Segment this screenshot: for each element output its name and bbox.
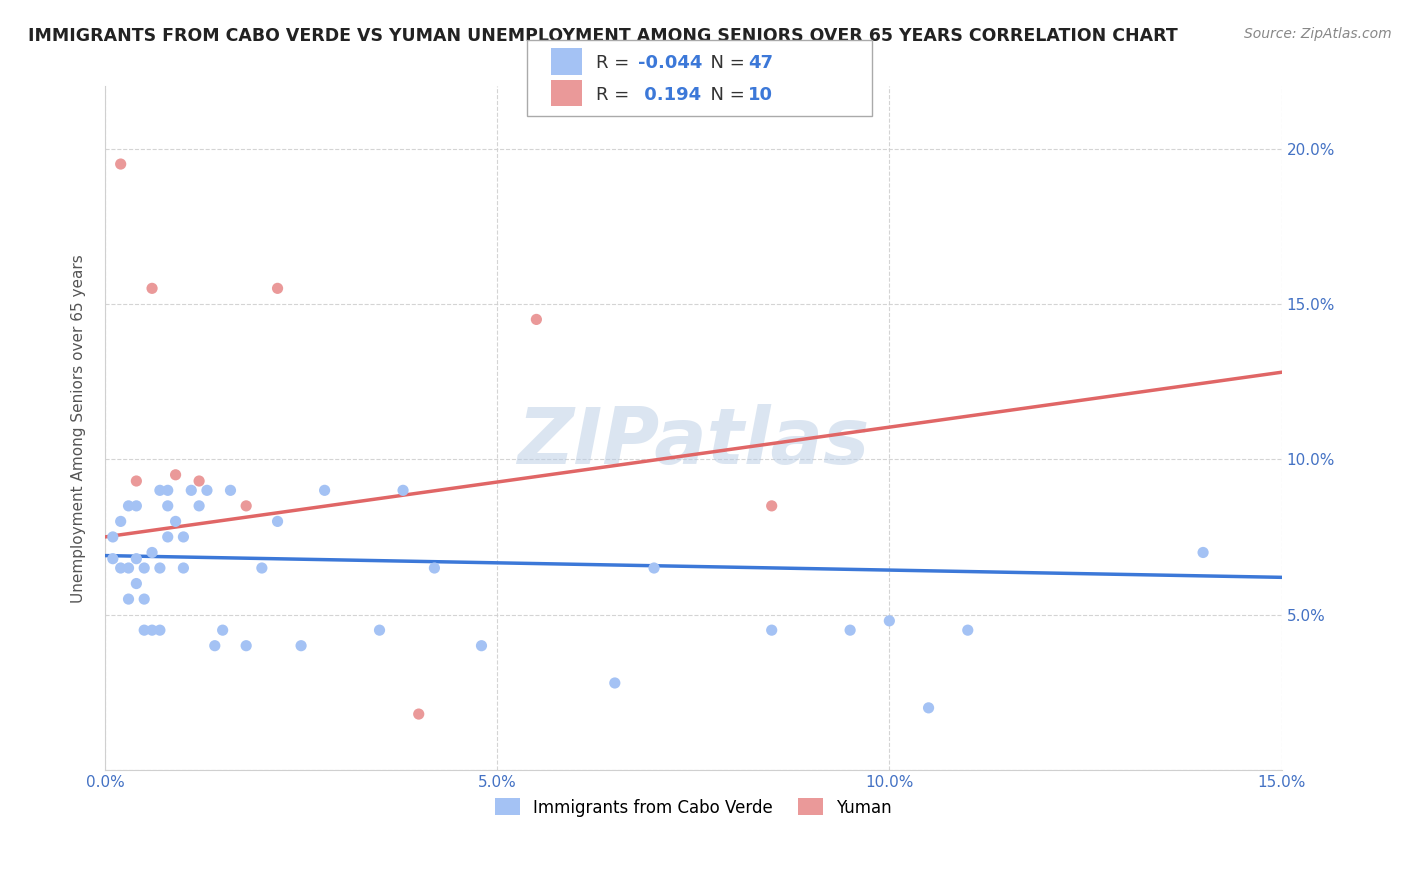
Legend: Immigrants from Cabo Verde, Yuman: Immigrants from Cabo Verde, Yuman [488,792,898,823]
Point [392,483,415,498]
Text: R =: R = [596,54,636,72]
Point [101,530,124,544]
Point [156,530,179,544]
Point [125,551,148,566]
Point [266,281,288,295]
Point [250,561,273,575]
Point [134,561,156,575]
Point [211,623,233,637]
Text: ZIPatlas: ZIPatlas [517,404,869,480]
Point [117,499,139,513]
Point [156,483,179,498]
Point [235,499,257,513]
Point [141,281,163,295]
Text: N =: N = [699,54,751,72]
Point [879,614,901,628]
Point [149,561,172,575]
Point [195,483,218,498]
Point [149,483,172,498]
Point [524,312,547,326]
Point [117,592,139,607]
Point [290,639,312,653]
Point [134,592,156,607]
Point [110,157,132,171]
Point [188,499,211,513]
Point [761,623,783,637]
Text: IMMIGRANTS FROM CABO VERDE VS YUMAN UNEMPLOYMENT AMONG SENIORS OVER 65 YEARS COR: IMMIGRANTS FROM CABO VERDE VS YUMAN UNEM… [28,27,1178,45]
Text: 10: 10 [748,86,773,103]
Y-axis label: Unemployment Among Seniors over 65 years: Unemployment Among Seniors over 65 years [72,254,86,603]
Point [368,623,391,637]
Point [235,639,257,653]
Point [917,701,939,715]
Point [134,623,156,637]
Text: R =: R = [596,86,636,103]
Point [603,676,626,690]
Point [110,515,132,529]
Text: 47: 47 [748,54,773,72]
Point [141,623,163,637]
Point [266,515,288,529]
Point [172,561,194,575]
Point [101,551,124,566]
Point [1192,545,1215,559]
Point [141,545,163,559]
Point [125,576,148,591]
Point [149,623,172,637]
Point [188,474,211,488]
Point [180,483,202,498]
Text: N =: N = [699,86,751,103]
Point [204,639,226,653]
Point [314,483,336,498]
Point [125,474,148,488]
Text: 0.194: 0.194 [638,86,702,103]
Point [125,499,148,513]
Point [761,499,783,513]
Point [219,483,242,498]
Point [643,561,665,575]
Point [165,467,187,482]
Point [839,623,862,637]
Point [117,561,139,575]
Point [172,530,194,544]
Point [956,623,979,637]
Text: Source: ZipAtlas.com: Source: ZipAtlas.com [1244,27,1392,41]
Point [110,561,132,575]
Point [470,639,492,653]
Point [423,561,446,575]
Point [165,515,187,529]
Point [408,707,430,722]
Point [156,499,179,513]
Text: -0.044: -0.044 [638,54,703,72]
